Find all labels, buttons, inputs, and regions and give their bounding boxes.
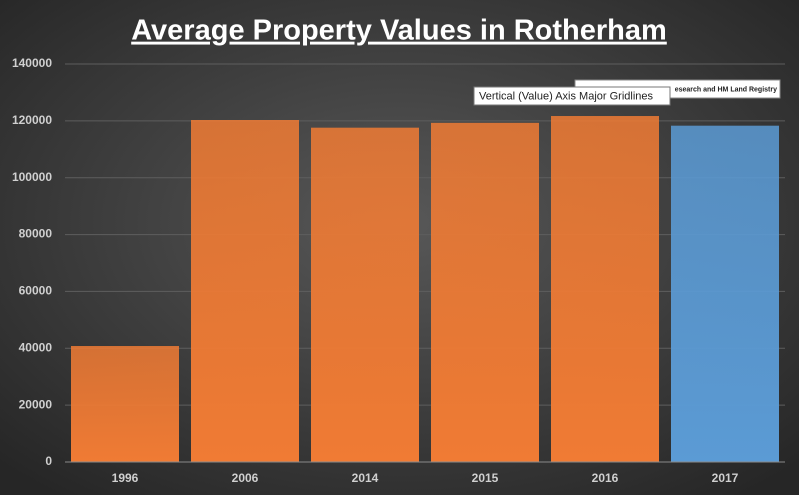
bar xyxy=(71,346,179,462)
bar xyxy=(551,116,659,462)
y-tick-label: 120000 xyxy=(12,113,52,127)
y-tick-label: 0 xyxy=(45,454,52,468)
x-tick-label: 2006 xyxy=(232,471,259,485)
x-tick-label: 2017 xyxy=(712,471,739,485)
x-tick-label: 2014 xyxy=(352,471,379,485)
bar xyxy=(191,120,299,463)
plot-area: 0 20000 40000 60000 80000 100000 120000 140000 1… xyxy=(12,56,785,485)
tooltip-box xyxy=(473,86,671,106)
bar xyxy=(671,125,779,462)
y-tick-label: 20000 xyxy=(19,397,53,411)
y-tick-label: 140000 xyxy=(12,56,52,70)
tooltip: Vertical (Value) Axis Major Gridlines xyxy=(479,90,654,102)
x-tick-label: 1996 xyxy=(112,471,139,485)
x-tick-label: 2015 xyxy=(472,471,499,485)
bar xyxy=(431,122,539,463)
annotation: esearch and HM Land Registry xyxy=(675,86,777,93)
y-tick-label: 60000 xyxy=(19,284,53,298)
y-tick-label: 100000 xyxy=(12,170,52,184)
chart-title: Average Property Values in Rotherham xyxy=(131,15,667,47)
bar xyxy=(311,127,419,463)
y-tick-label: 40000 xyxy=(19,340,53,354)
y-tick-label: 80000 xyxy=(19,227,53,241)
x-tick-label: 2016 xyxy=(592,471,619,485)
